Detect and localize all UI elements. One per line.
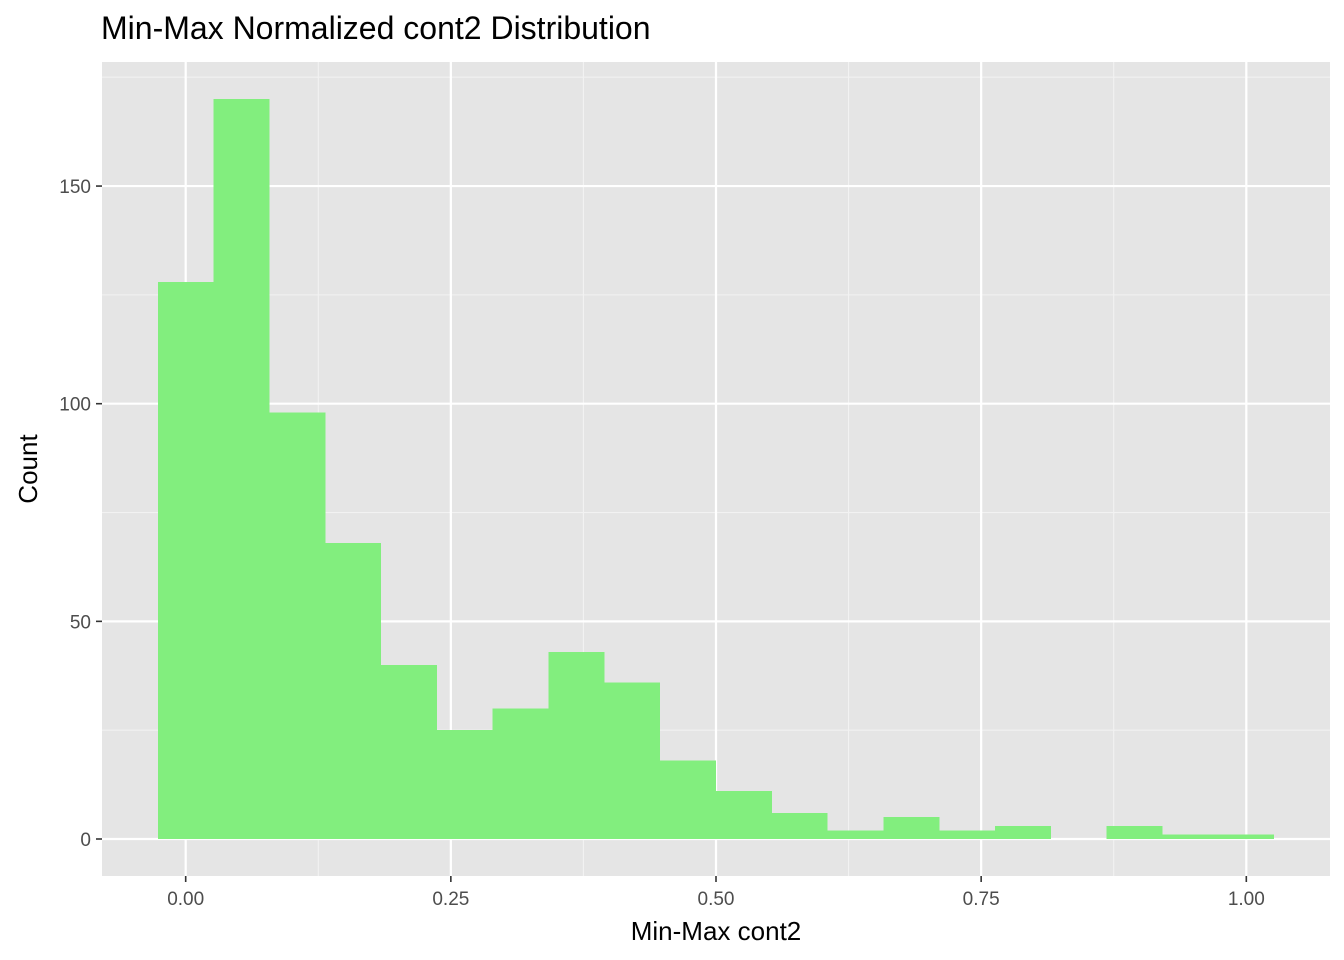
y-axis-title: Count bbox=[13, 434, 43, 504]
y-tick-label: 0 bbox=[80, 830, 91, 851]
x-tick-label: 1.00 bbox=[1228, 889, 1265, 910]
x-tick-label: 0.25 bbox=[432, 889, 469, 910]
y-tick-label: 50 bbox=[70, 612, 91, 633]
x-tick-label: 0.00 bbox=[167, 889, 204, 910]
x-tick-label: 0.50 bbox=[698, 889, 735, 910]
histogram-bars bbox=[157, 99, 1275, 840]
histogram-bar bbox=[269, 412, 326, 839]
histogram-bar bbox=[939, 830, 996, 839]
histogram-bar bbox=[660, 760, 716, 839]
x-axis: 0.00 0.25 0.50 0.75 1.00 bbox=[167, 876, 1265, 910]
y-axis: 0 50 100 150 bbox=[59, 177, 102, 851]
histogram-bar bbox=[716, 791, 772, 839]
histogram-bar bbox=[883, 817, 940, 839]
histogram-bar bbox=[995, 825, 1051, 839]
histogram-bar bbox=[1218, 834, 1275, 839]
histogram-bar bbox=[325, 543, 382, 839]
x-tick-label: 0.75 bbox=[963, 889, 1000, 910]
x-axis-title: Min-Max cont2 bbox=[631, 916, 802, 946]
histogram-bar bbox=[548, 651, 605, 839]
chart-title: Min-Max Normalized cont2 Distribution bbox=[101, 10, 651, 46]
histogram-bar bbox=[604, 682, 661, 839]
y-tick-label: 150 bbox=[59, 177, 91, 198]
y-tick-label: 100 bbox=[59, 395, 91, 416]
histogram-bar bbox=[157, 281, 214, 840]
histogram-bar bbox=[771, 812, 828, 839]
histogram-bar bbox=[213, 99, 270, 839]
histogram-bar bbox=[381, 664, 437, 839]
histogram-bar bbox=[827, 830, 884, 839]
histogram-bar bbox=[1162, 834, 1219, 839]
histogram-bar bbox=[436, 730, 493, 839]
histogram-bar bbox=[1106, 825, 1163, 839]
histogram-bar bbox=[492, 708, 549, 839]
